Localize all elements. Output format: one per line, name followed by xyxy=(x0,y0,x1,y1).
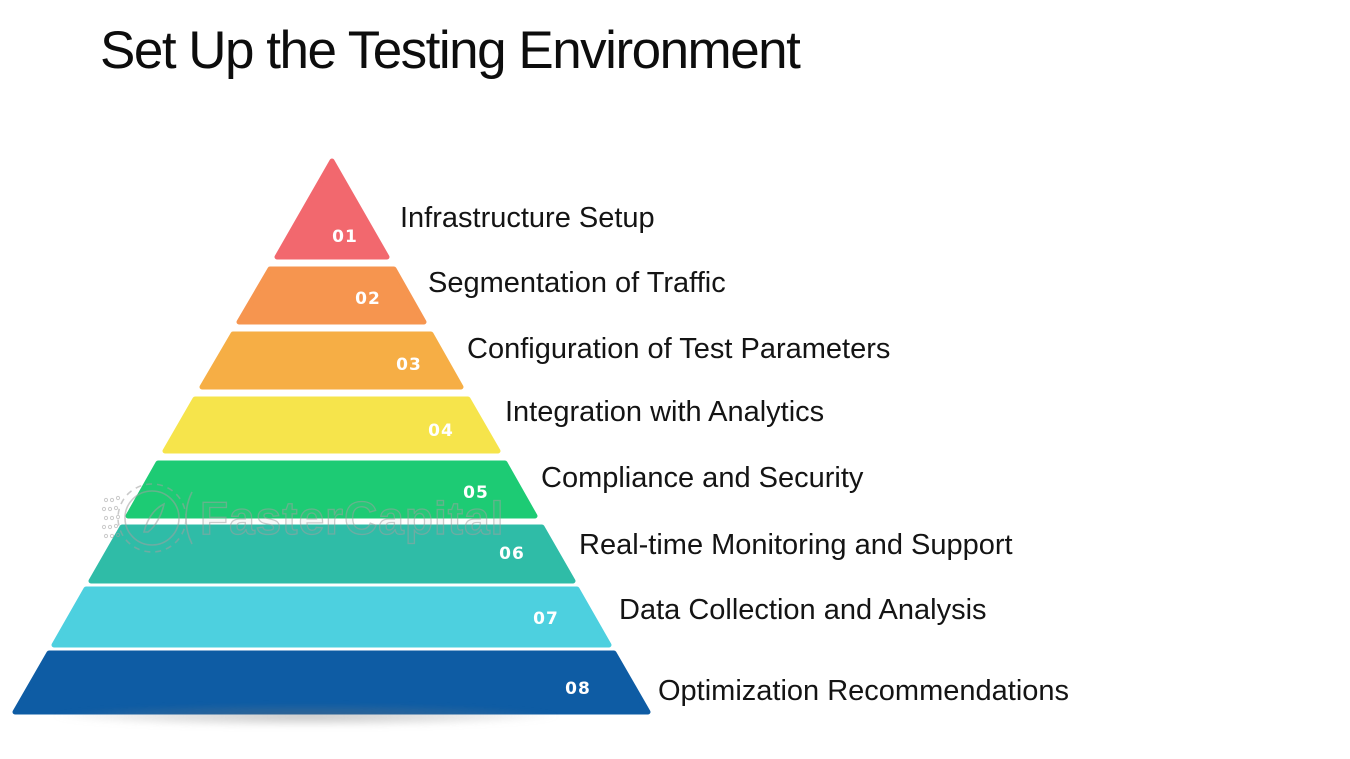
level-number-04: 04 xyxy=(428,421,454,441)
level-label-05: Compliance and Security xyxy=(541,462,864,494)
level-number-02: 02 xyxy=(355,289,381,309)
pyramid-level-07 xyxy=(51,586,612,648)
level-label-06: Real-time Monitoring and Support xyxy=(579,529,1013,561)
level-label-02: Segmentation of Traffic xyxy=(428,267,726,299)
level-number-06: 06 xyxy=(499,544,525,564)
pyramid-ground-shadow xyxy=(0,704,680,734)
level-label-07: Data Collection and Analysis xyxy=(619,594,987,626)
level-number-08: 08 xyxy=(565,679,591,699)
pyramid-level-06 xyxy=(88,524,576,584)
level-number-03: 03 xyxy=(396,355,422,375)
level-number-07: 07 xyxy=(533,609,559,629)
pyramid-level-02 xyxy=(236,266,427,325)
pyramid-level-04 xyxy=(162,396,501,454)
pyramid-level-08 xyxy=(12,650,651,715)
level-number-01: 01 xyxy=(332,227,358,247)
level-label-08: Optimization Recommendations xyxy=(658,675,1070,707)
level-number-05: 05 xyxy=(463,483,489,503)
level-label-03: Configuration of Test Parameters xyxy=(467,333,891,365)
level-label-04: Integration with Analytics xyxy=(505,396,825,428)
level-label-01: Infrastructure Setup xyxy=(400,202,655,234)
pyramid-level-03 xyxy=(199,331,464,390)
page-title: Set Up the Testing Environment xyxy=(100,21,801,80)
pyramid-level-01 xyxy=(274,158,390,260)
